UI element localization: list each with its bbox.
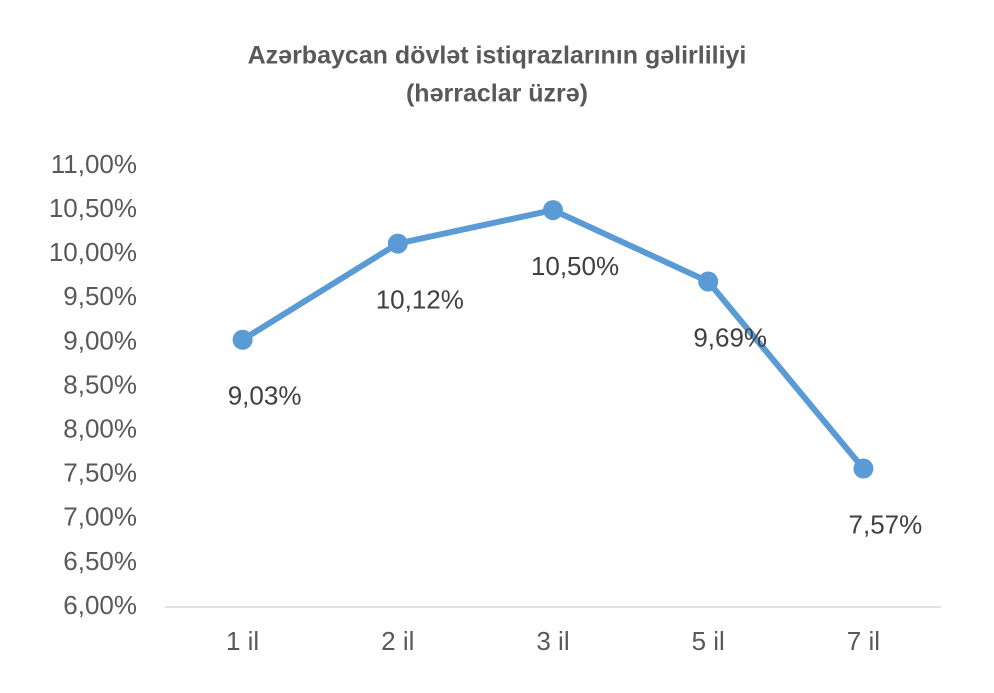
y-tick-label: 7,50% bbox=[63, 458, 137, 488]
y-tick-label: 9,50% bbox=[63, 281, 137, 311]
y-tick-label: 6,00% bbox=[63, 590, 137, 620]
y-tick-label: 8,50% bbox=[63, 369, 137, 399]
y-tick-label: 9,00% bbox=[63, 325, 137, 355]
chart-title: Azərbaycan dövlət istiqrazlarının gəlirl… bbox=[248, 42, 747, 70]
x-tick-label: 5 il bbox=[692, 626, 725, 656]
data-label: 10,50% bbox=[531, 251, 619, 281]
data-line bbox=[241, 207, 866, 471]
data-point bbox=[698, 271, 719, 292]
data-point bbox=[853, 458, 874, 479]
x-tick-label: 1 il bbox=[226, 626, 259, 656]
data-point bbox=[387, 233, 408, 254]
data-point bbox=[232, 329, 253, 350]
y-tick-label: 6,50% bbox=[63, 546, 137, 576]
chart-subtitle: (hərraclar üzrə) bbox=[406, 80, 588, 108]
data-point bbox=[543, 200, 563, 221]
y-tick-label: 11,00% bbox=[51, 149, 137, 179]
y-tick-label: 7,00% bbox=[63, 502, 137, 532]
x-tick-label: 3 il bbox=[536, 626, 569, 656]
data-label: 7,57% bbox=[849, 509, 923, 539]
x-tick-label: 2 il bbox=[381, 626, 414, 656]
data-label: 9,69% bbox=[693, 322, 767, 352]
y-tick-label: 10,50% bbox=[49, 193, 137, 223]
data-label: 10,12% bbox=[376, 284, 464, 314]
y-tick-label: 10,00% bbox=[49, 237, 137, 267]
x-tick-label: 7 il bbox=[847, 626, 880, 656]
y-tick-label: 8,00% bbox=[63, 413, 137, 443]
data-label: 9,03% bbox=[228, 381, 302, 411]
